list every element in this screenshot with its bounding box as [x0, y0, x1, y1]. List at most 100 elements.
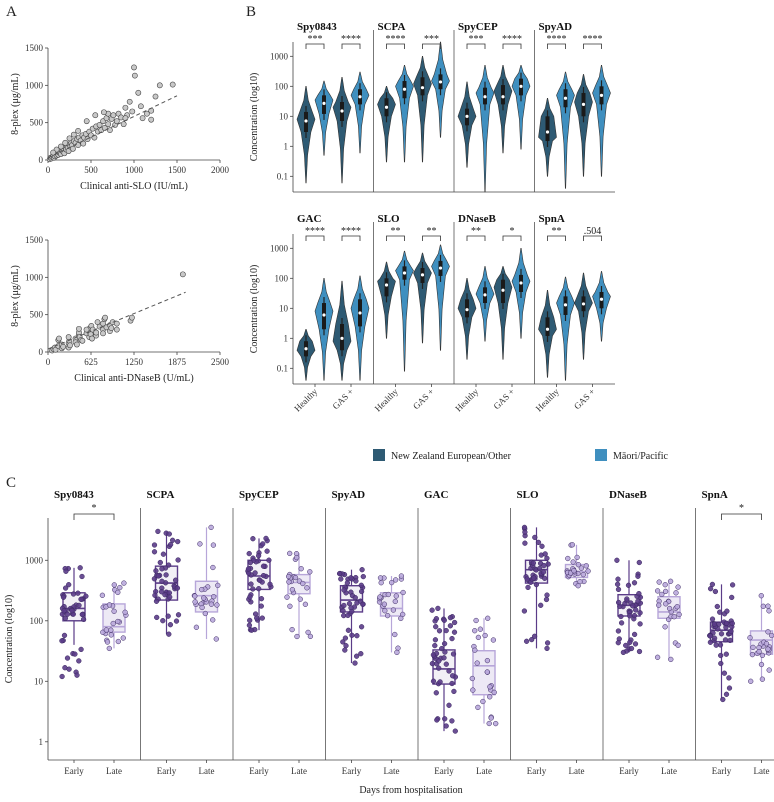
data-point — [358, 582, 364, 588]
data-point — [121, 580, 127, 586]
sig-bracket — [466, 235, 486, 241]
violin-median — [465, 308, 469, 312]
data-point — [300, 580, 306, 587]
panel-title: SCPA — [378, 21, 406, 33]
data-point — [349, 608, 355, 615]
data-point — [247, 559, 254, 566]
y-tick-label: 500 — [30, 118, 44, 128]
violin — [413, 56, 432, 163]
data-point — [766, 667, 772, 673]
data-point — [77, 565, 83, 571]
panel-title: SpyAD — [332, 489, 366, 501]
data-point — [107, 127, 113, 134]
data-point — [618, 613, 624, 620]
data-point — [267, 581, 273, 587]
data-point — [62, 139, 69, 146]
data-point — [709, 581, 716, 588]
sig-bracket — [466, 43, 486, 49]
data-point — [430, 678, 437, 684]
data-point — [618, 620, 625, 626]
legend: New Zealand European/Other Māori/Pacific — [373, 449, 669, 462]
data-point — [65, 334, 72, 340]
data-point — [111, 608, 117, 614]
data-point — [393, 593, 399, 599]
data-point — [667, 578, 674, 584]
y-axis-label: Concentration (log10) — [249, 73, 260, 162]
sig-bracket — [341, 43, 361, 49]
data-point — [343, 643, 349, 649]
y-tick-label: 0.1 — [277, 363, 288, 373]
data-point — [102, 314, 109, 321]
violin — [592, 65, 611, 177]
data-point — [718, 652, 724, 659]
data-point — [491, 689, 497, 696]
data-point — [627, 639, 633, 646]
data-point — [70, 131, 77, 138]
data-point — [344, 580, 351, 586]
data-point — [449, 718, 455, 724]
y-tick-label: 1000 — [25, 555, 44, 565]
data-point — [307, 569, 313, 575]
data-point — [574, 554, 580, 561]
trend-line — [47, 291, 186, 350]
data-point — [208, 601, 215, 607]
data-point — [623, 642, 629, 649]
data-point — [726, 685, 733, 691]
sig-label: ** — [471, 226, 481, 237]
data-point — [633, 607, 639, 613]
violin-median — [420, 273, 425, 277]
legend-swatch-nze — [373, 449, 385, 461]
panel-title: SpnA — [702, 489, 728, 501]
data-point — [248, 627, 255, 633]
data-point — [769, 632, 774, 639]
violin-median — [545, 327, 550, 331]
data-point — [298, 566, 304, 572]
y-tick-label: 1 — [284, 333, 289, 343]
data-point — [131, 72, 138, 79]
data-point — [452, 728, 458, 734]
data-point — [449, 673, 456, 679]
data-point — [284, 594, 290, 600]
data-point — [215, 582, 221, 589]
data-point — [304, 585, 310, 591]
data-point — [539, 543, 545, 549]
panel-title: SLO — [378, 213, 400, 225]
violin — [511, 65, 531, 150]
data-point — [615, 586, 622, 593]
data-point — [302, 601, 309, 607]
data-point — [535, 539, 542, 546]
data-point — [392, 631, 398, 638]
panel-title: Spy0843 — [297, 21, 337, 33]
data-point — [522, 540, 528, 546]
data-point — [106, 602, 113, 608]
y-tick-label: 10 — [279, 111, 289, 121]
data-point — [472, 647, 478, 653]
data-point — [64, 655, 71, 661]
panel-title: SpnA — [539, 213, 565, 225]
data-point — [631, 612, 638, 619]
data-point — [247, 617, 253, 624]
data-point — [255, 553, 262, 559]
data-point — [442, 649, 448, 655]
data-point — [72, 651, 78, 657]
data-point — [635, 598, 641, 604]
violin-median — [358, 95, 362, 99]
data-point — [475, 704, 481, 711]
data-point — [342, 635, 349, 641]
data-point — [392, 577, 399, 583]
x-tick-label: 1000 — [125, 165, 144, 175]
data-point — [353, 653, 360, 659]
data-point — [58, 143, 64, 150]
data-point — [544, 592, 550, 598]
sig-label: *** — [424, 34, 439, 45]
data-point — [96, 122, 103, 128]
data-point — [260, 572, 267, 579]
data-point — [247, 594, 253, 600]
box-panels: 1 10 100 1000 Concentration (log10) Days from… — [4, 489, 774, 796]
data-point — [158, 589, 165, 595]
sig-bracket — [502, 43, 522, 49]
data-point — [152, 93, 159, 100]
data-point — [480, 698, 486, 705]
data-point — [727, 637, 733, 644]
data-point — [257, 577, 263, 583]
